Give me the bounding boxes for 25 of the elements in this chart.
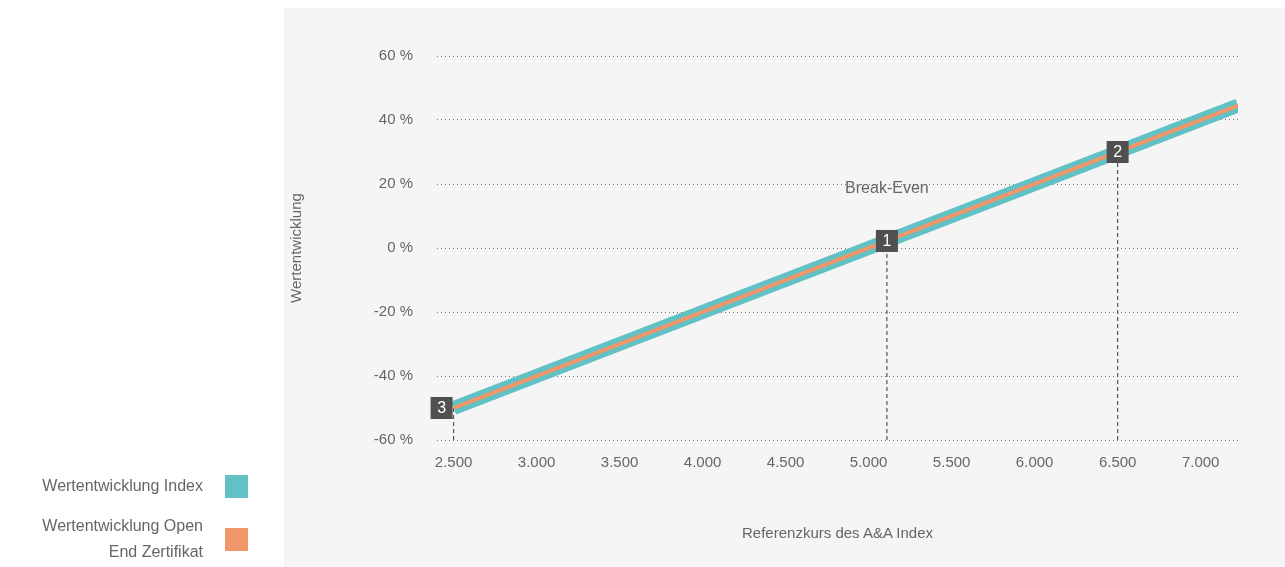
x-tick-label: 2.500	[434, 453, 473, 471]
annotation: 1	[882, 232, 892, 250]
legend-label: Wertentwicklung Open End Zertifikat	[41, 516, 203, 562]
x-tick-label: 5.500	[932, 453, 971, 471]
x-tick-label: 3.500	[600, 453, 639, 471]
annotation: Break-Even	[845, 179, 929, 197]
y-tick-label: 40 %	[378, 110, 413, 128]
y-tick-label: 0 %	[387, 238, 413, 256]
y-tick-label: 60 %	[378, 46, 413, 64]
x-tick-label: 7.000	[1181, 453, 1220, 471]
annotation: 3	[437, 399, 447, 417]
x-tick-label: 6.000	[1015, 453, 1054, 471]
y-tick-label: -20 %	[373, 302, 413, 320]
x-tick-label: 3.000	[517, 453, 556, 471]
x-tick-label: 5.000	[849, 453, 888, 471]
annotation: 2	[1113, 143, 1123, 161]
y-axis-title: Wertentwicklung	[287, 193, 305, 303]
x-tick-label: 6.500	[1098, 453, 1137, 471]
legend-label: Wertentwicklung Index	[41, 476, 203, 496]
y-tick-label: -60 %	[373, 430, 413, 448]
x-tick-label: 4.000	[683, 453, 722, 471]
x-axis-title: Referenzkurs des A&A Index	[742, 524, 934, 542]
x-tick-label: 4.500	[766, 453, 805, 471]
y-tick-label: 20 %	[378, 174, 413, 192]
y-tick-label: -40 %	[373, 366, 413, 384]
